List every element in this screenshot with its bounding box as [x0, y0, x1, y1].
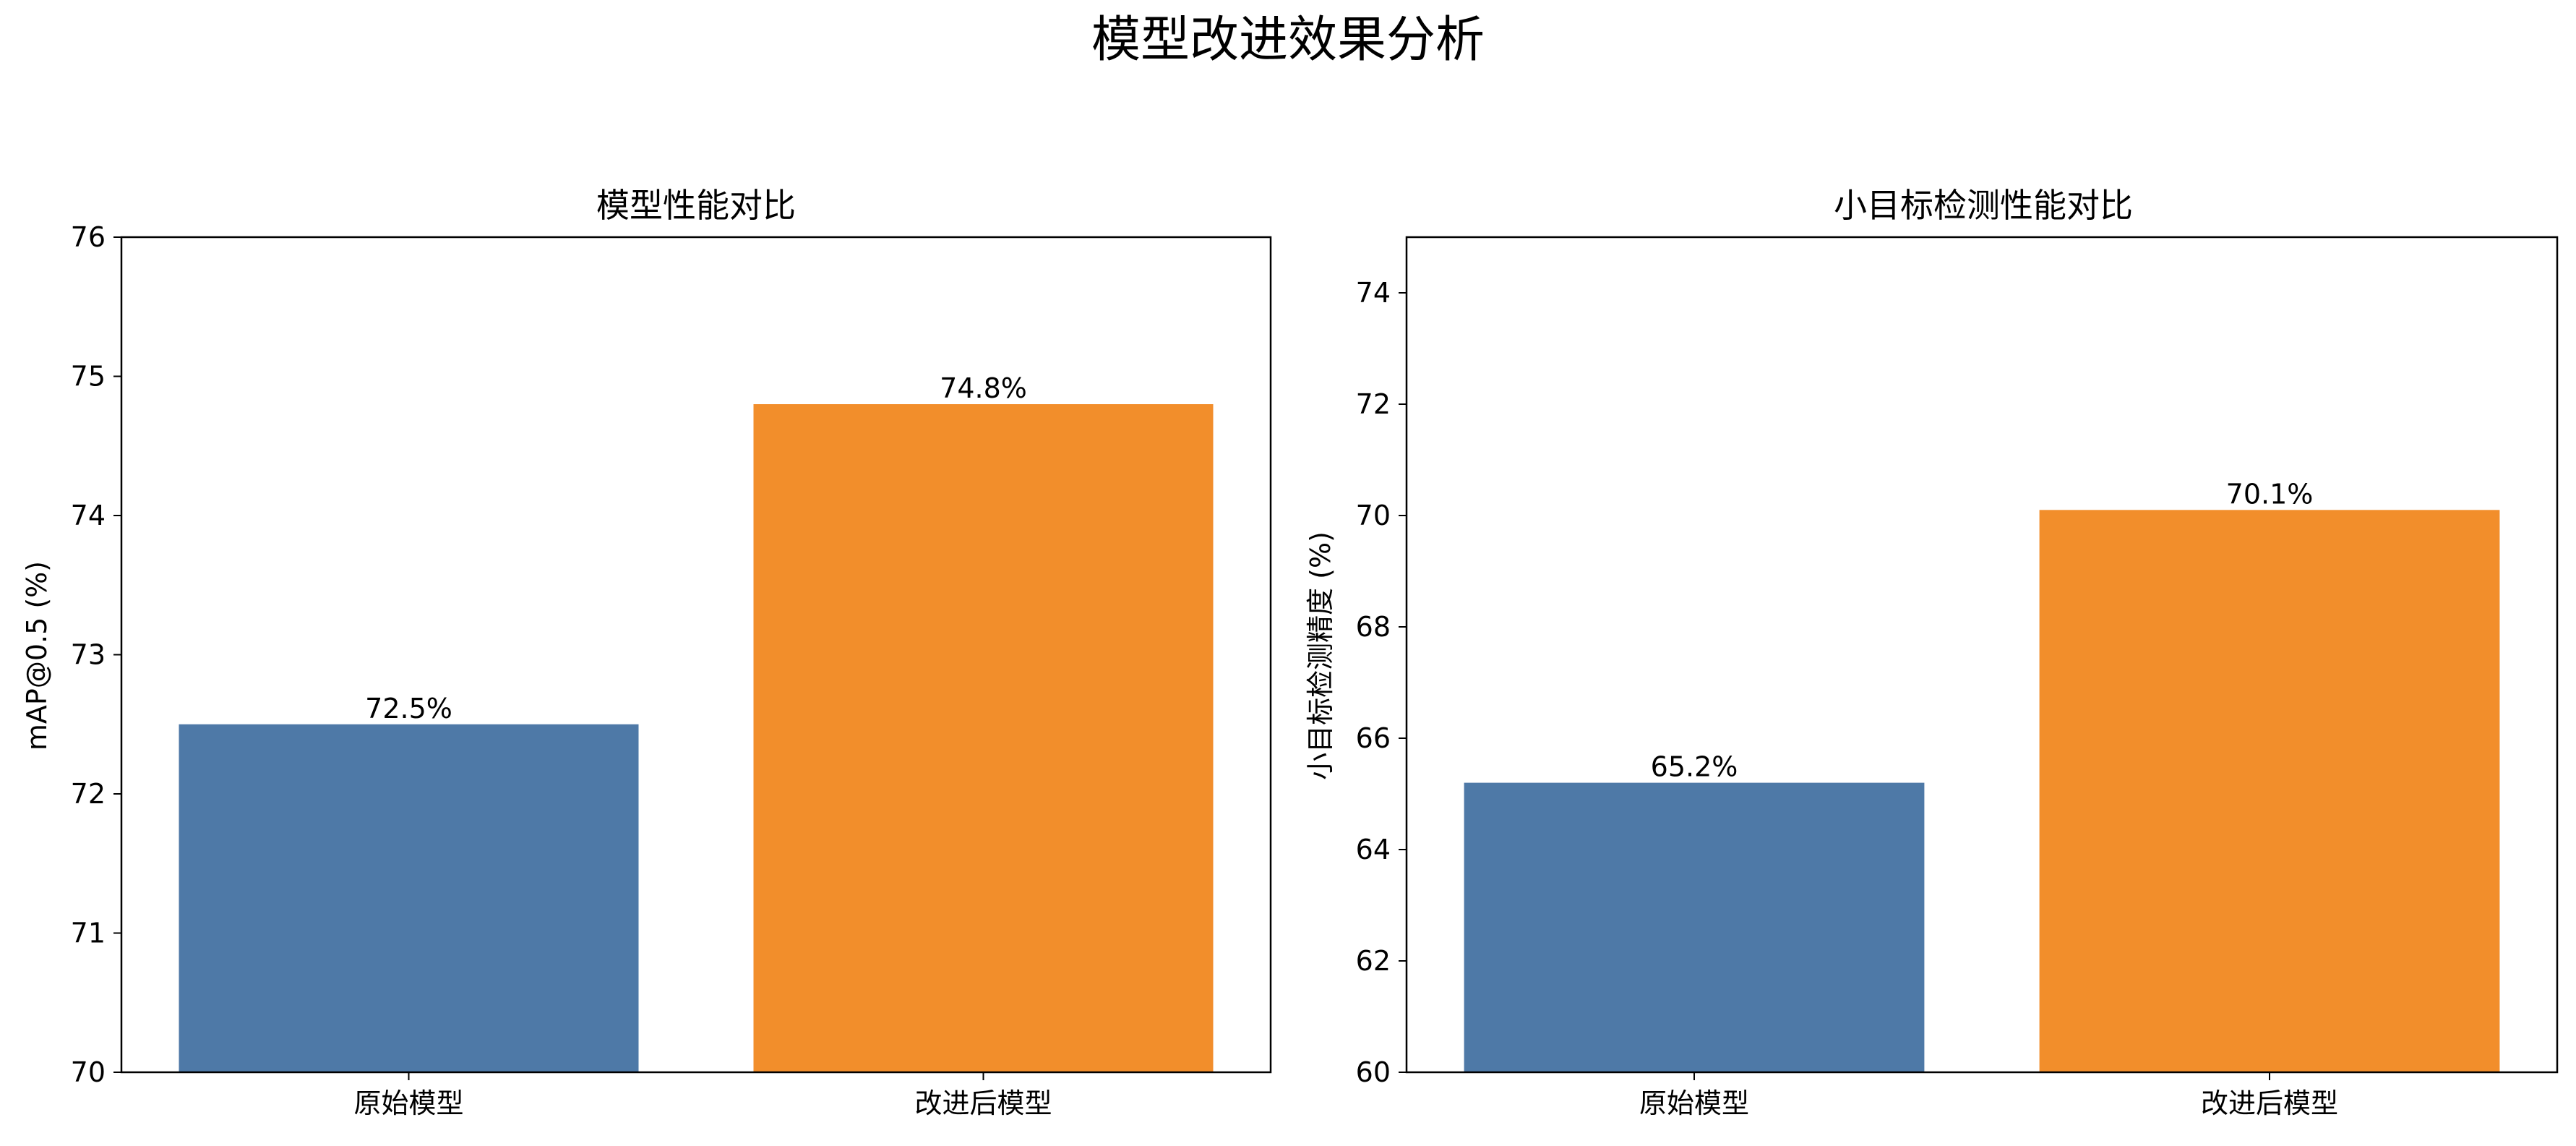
y-tick-label: 74	[1356, 277, 1391, 309]
y-tick-label: 70	[71, 1056, 106, 1088]
y-tick-label: 60	[1356, 1056, 1391, 1088]
y-tick-label: 64	[1356, 834, 1391, 865]
y-tick-label: 76	[71, 221, 106, 253]
bar	[753, 404, 1214, 1072]
x-tick-label: 原始模型	[353, 1087, 463, 1119]
y-tick-label: 75	[71, 361, 106, 393]
plot-frame	[120, 236, 1272, 1074]
chart-title: 模型性能对比	[596, 186, 796, 225]
bar	[1464, 782, 1925, 1072]
plot-frame	[1405, 236, 2559, 1074]
x-tick-label: 改进后模型	[2201, 1087, 2338, 1119]
y-tick-label: 62	[1356, 945, 1391, 977]
y-tick-label: 74	[71, 500, 106, 531]
figure-suptitle: 模型改进效果分析	[1091, 12, 1485, 69]
y-axis-label: mAP@0.5 (%)	[21, 561, 53, 751]
bar-value-label: 72.5%	[365, 693, 452, 724]
chart-title: 小目标检测性能对比	[1834, 186, 2133, 225]
x-tick-label: 改进后模型	[914, 1087, 1052, 1119]
x-tick-label: 原始模型	[1639, 1087, 1749, 1119]
y-tick-label: 70	[1356, 500, 1391, 531]
bar	[179, 724, 639, 1072]
y-tick-label: 71	[71, 918, 106, 949]
bar-value-label: 74.8%	[940, 372, 1027, 404]
y-tick-label: 73	[71, 639, 106, 671]
chart-small-object-performance: 小目标检测性能对比 小目标检测精度 (%) 65.2% 原始模型 70.1% 改进后模…	[1305, 186, 2559, 1119]
bar-value-label: 70.1%	[2226, 478, 2314, 510]
y-tick-label: 66	[1356, 722, 1391, 754]
bar	[2039, 510, 2500, 1072]
y-axis-label: 小目标检测精度 (%)	[1305, 531, 1336, 780]
chart-model-performance: 模型性能对比 mAP@0.5 (%) 72.5% 原始模型 74.8% 改进后模型 70…	[21, 186, 1272, 1119]
y-tick-label: 72	[71, 778, 106, 810]
y-tick-label: 72	[1356, 388, 1391, 420]
bar-value-label: 65.2%	[1651, 751, 1738, 783]
y-tick-label: 68	[1356, 611, 1391, 643]
